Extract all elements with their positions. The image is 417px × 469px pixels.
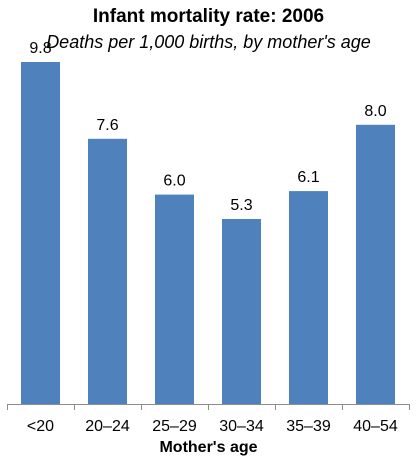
bar-4 — [289, 191, 328, 404]
x-axis: <20 20–24 25–29 30–34 35–39 40–54 — [7, 404, 410, 435]
bar-3 — [222, 219, 261, 404]
bar-5 — [356, 124, 395, 405]
data-label-2: 6.0 — [163, 173, 185, 190]
data-label-5: 8.0 — [364, 103, 386, 120]
bars-group — [21, 62, 395, 405]
data-label-0: 9.8 — [29, 40, 51, 57]
x-tick-label-4: 35–39 — [286, 418, 331, 435]
data-label-4: 6.1 — [297, 169, 319, 186]
x-tick-label-5: 40–54 — [353, 418, 398, 435]
chart-title: Infant mortality rate: 2006 — [92, 6, 325, 27]
data-label-3: 5.3 — [230, 197, 252, 214]
data-label-1: 7.6 — [96, 117, 118, 134]
data-labels-group: 9.8 7.6 6.0 5.3 6.1 8.0 — [29, 40, 386, 214]
x-tick-label-2: 25–29 — [152, 418, 197, 435]
x-tick-label-1: 20–24 — [85, 418, 130, 435]
x-tick-label-3: 30–34 — [219, 418, 264, 435]
bar-1 — [88, 138, 127, 405]
x-axis-label: Mother's age — [159, 439, 258, 456]
chart-subtitle: Deaths per 1,000 births, by mother's age — [46, 32, 371, 52]
x-tick-label-0: <20 — [27, 418, 54, 435]
bar-2 — [155, 194, 194, 404]
bar-0 — [21, 62, 60, 404]
